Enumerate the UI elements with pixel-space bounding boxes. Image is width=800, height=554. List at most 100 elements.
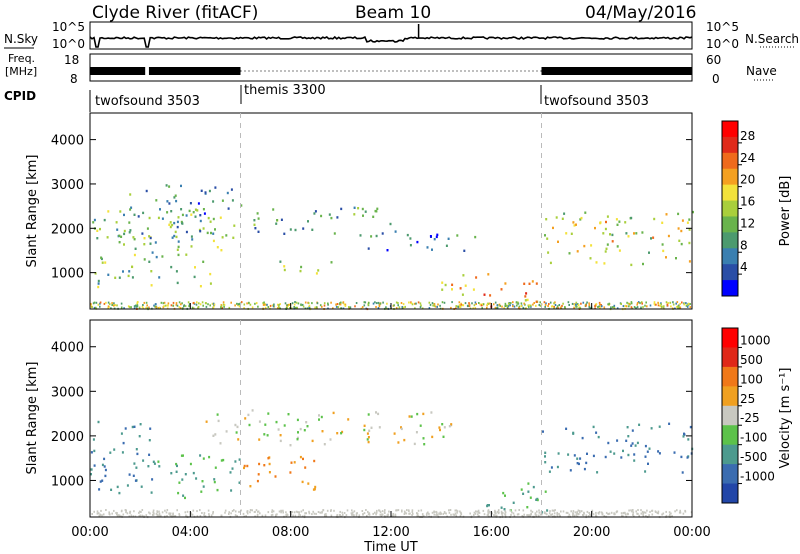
echo-cell — [285, 306, 288, 309]
echo-cell — [133, 238, 136, 241]
echo-cell — [428, 512, 430, 515]
echo-cell — [587, 515, 590, 518]
echo-cell — [553, 306, 555, 308]
echo-cell — [601, 513, 604, 516]
echo-cell — [188, 303, 191, 306]
echo-cell — [136, 301, 139, 304]
echo-cell — [599, 221, 602, 225]
echo-cell — [645, 515, 647, 517]
echo-cell — [679, 509, 681, 512]
echo-cell — [251, 306, 254, 309]
echo-cell — [128, 270, 131, 273]
echo-cell — [188, 305, 191, 308]
echo-cell — [428, 307, 431, 309]
echo-cell — [220, 305, 223, 308]
echo-cell — [180, 208, 183, 211]
echo-cell — [291, 511, 294, 514]
echo-cell — [556, 513, 558, 516]
echo-cell — [482, 303, 485, 306]
echo-cell — [406, 509, 408, 512]
echo-cell — [171, 236, 174, 239]
echo-cell — [280, 218, 283, 221]
echo-cell — [264, 514, 267, 517]
echo-cell — [558, 512, 560, 515]
echo-cell — [287, 303, 290, 306]
echo-cell — [323, 443, 326, 446]
echo-cell — [642, 514, 645, 517]
echo-cell — [583, 244, 586, 248]
echo-cell — [203, 512, 206, 515]
echo-cell — [177, 216, 180, 219]
echo-cell — [379, 511, 382, 514]
echo-cell — [413, 302, 416, 305]
echo-cell — [304, 466, 307, 469]
echo-cell — [336, 216, 339, 219]
echo-cell — [603, 515, 605, 517]
echo-cell — [199, 515, 202, 517]
echo-cell — [411, 511, 414, 513]
echo-cell — [409, 512, 411, 515]
echo-cell — [128, 231, 131, 234]
echo-cell — [575, 301, 578, 304]
echo-cell — [122, 441, 125, 445]
x-tick-label-4: 16:00 — [473, 525, 510, 540]
echo-cell — [111, 512, 113, 515]
echo-cell — [321, 511, 323, 514]
echo-cell — [212, 217, 215, 221]
echo-cell — [315, 306, 318, 309]
echo-cell — [632, 509, 634, 511]
echo-cell — [176, 464, 178, 468]
echo-cell — [641, 231, 644, 234]
echo-cell — [299, 455, 302, 459]
echo-cell — [677, 305, 679, 308]
echo-cell — [647, 462, 649, 465]
echo-cell — [168, 202, 171, 205]
echo-cell — [116, 513, 118, 516]
echo-cell — [299, 427, 302, 431]
echo-cell — [628, 302, 631, 305]
echo-cell — [610, 306, 612, 309]
echo-cell — [547, 251, 550, 254]
echo-cell — [651, 513, 654, 516]
echo-cell — [190, 512, 192, 515]
echo-cell — [640, 301, 643, 304]
echo-cell — [363, 512, 366, 515]
echo-cell — [646, 305, 648, 308]
echo-cell — [97, 279, 100, 283]
echo-cell — [489, 302, 491, 305]
echo-cell — [338, 513, 341, 516]
echo-cell — [443, 511, 446, 513]
echo-cell — [148, 235, 151, 238]
echo-cell — [308, 512, 311, 515]
echo-cell — [443, 301, 446, 304]
echo-cell — [576, 457, 579, 460]
velocity-colorbar-swatch-2 — [722, 366, 738, 387]
echo-cell — [138, 510, 141, 513]
echo-cell — [678, 304, 680, 307]
echo-cell — [175, 270, 178, 273]
echo-cell — [416, 240, 419, 244]
power-y-tick-label-3: 1000 — [51, 267, 84, 282]
echo-cell — [606, 215, 609, 218]
echo-cell — [627, 302, 630, 305]
echo-cell — [512, 301, 514, 304]
echo-cell — [100, 256, 103, 259]
echo-cell — [297, 511, 299, 514]
echo-cell — [312, 510, 314, 513]
velocity-colorbar-frame — [721, 327, 739, 504]
echo-cell — [278, 304, 280, 306]
echo-cell — [136, 452, 139, 456]
echo-cell — [196, 301, 198, 304]
echo-cell — [608, 302, 611, 305]
echo-cell — [116, 512, 118, 514]
echo-cell — [276, 219, 279, 222]
echo-cell — [209, 220, 212, 223]
echo-cell — [133, 305, 136, 308]
echo-cell — [286, 304, 288, 307]
echo-cell — [397, 509, 400, 512]
echo-cell — [400, 302, 403, 304]
echo-cell — [256, 212, 259, 215]
echo-cell — [625, 439, 628, 442]
echo-cell — [668, 422, 671, 425]
echo-cell — [234, 423, 237, 427]
